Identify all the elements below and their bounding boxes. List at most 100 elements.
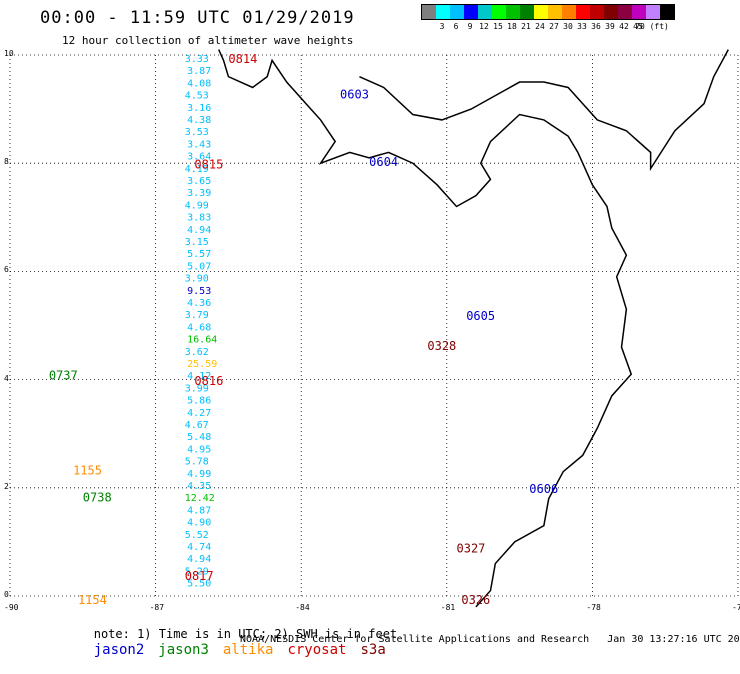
swh-value-label: 4.35 xyxy=(187,481,211,492)
swh-value-label: 12.42 xyxy=(185,493,215,504)
swh-value-label: 4.27 xyxy=(187,408,211,419)
swh-value-label: 9.53 xyxy=(187,286,211,297)
colorbar-swatch xyxy=(576,5,590,19)
track-time-label: 0817 xyxy=(185,569,214,583)
swh-value-label: 25.59 xyxy=(187,359,217,370)
track-time-label: 0327 xyxy=(457,542,486,556)
colorbar-label: 15 xyxy=(493,22,503,31)
legend-note: note: 1) Time is in UTC; 2) SWH is in fe… xyxy=(93,627,398,641)
swh-value-label: 5.57 xyxy=(187,249,211,260)
coastline-segment xyxy=(359,49,729,172)
colorbar-label: 24 xyxy=(535,22,545,31)
coastline-segment xyxy=(218,49,633,608)
swh-value-label: 4.95 xyxy=(187,444,211,455)
swh-value-label: 5.52 xyxy=(185,530,209,541)
swh-value-label: 4.19 xyxy=(185,164,209,175)
track-time-label: 1155 xyxy=(73,463,102,477)
coastline xyxy=(218,49,729,608)
swh-value-label: 4.12 xyxy=(187,371,211,382)
x-tick-label: -87 xyxy=(149,603,165,612)
altimeter-tracks: 0814 3.333.874.08 4.533.164.383.533.43 3.64… xyxy=(49,52,558,607)
swh-value-label: 3.39 xyxy=(187,188,211,199)
swh-value-label: 3.79 xyxy=(185,310,209,321)
colorbar-swatch xyxy=(548,5,562,19)
track-time-label: 0326 xyxy=(461,593,490,607)
track-time-label: 0816 xyxy=(194,374,223,388)
swh-value-label: 4.94 xyxy=(187,554,211,565)
swh-value-label: 3.15 xyxy=(185,237,209,248)
swh-value-label: 5.29 xyxy=(185,566,209,577)
satellite-legend-item: jason2 xyxy=(93,642,145,658)
swh-value-label: 3.64 xyxy=(187,152,211,163)
track-time-label: 0814 xyxy=(228,52,257,66)
swh-value-label: 3.65 xyxy=(187,176,211,187)
swh-value-label: 4.94 xyxy=(187,225,211,236)
colorbar-label: 45 xyxy=(633,22,643,31)
swh-value-label: 3.53 xyxy=(185,127,209,138)
x-tick-label: -84 xyxy=(295,603,310,612)
swh-value-label: 4.53 xyxy=(185,91,209,102)
colorbar-label: 6 xyxy=(453,22,459,31)
track-time-label: 0605 xyxy=(466,309,495,323)
colorbar-swatch xyxy=(436,5,450,19)
colorbar-swatch xyxy=(534,5,548,19)
swh-value-label: 3.99 xyxy=(185,383,209,394)
swh-value-label: 4.99 xyxy=(187,469,211,480)
swh-value-label: 4.38 xyxy=(187,115,211,126)
colorbar-label: 33 xyxy=(577,22,587,31)
swh-value-label: 5.50 xyxy=(187,579,211,590)
colorbar-label: 70 (ft) xyxy=(635,22,669,31)
swh-value-label: 4.74 xyxy=(187,542,211,553)
swh-value-label: 5.48 xyxy=(187,432,211,443)
swh-value-label: 3.87 xyxy=(187,66,211,77)
swh-value-label: 3.62 xyxy=(185,347,209,358)
track-time-label: 0738 xyxy=(83,490,112,504)
swh-value-label: 3.90 xyxy=(185,274,209,285)
swh-value-label: 5.78 xyxy=(185,457,209,468)
colorbar-swatch xyxy=(492,5,506,19)
colorbar-label: 39 xyxy=(605,22,615,31)
track-time-label: 1154 xyxy=(78,593,107,607)
colorbar-swatch xyxy=(660,5,674,19)
track-time-label: 0737 xyxy=(49,369,78,383)
colorbar-swatch xyxy=(464,5,478,19)
altimeter-map-figure: 00:00 - 11:59 UTC 01/29/2019 12 hour col… xyxy=(4,4,740,658)
colorbar-label: 42 xyxy=(619,22,629,31)
swh-value-label: 16.64 xyxy=(187,335,217,346)
page-title: 00:00 - 11:59 UTC 01/29/2019 xyxy=(40,8,355,28)
colorbar-swatch xyxy=(604,5,618,19)
colorbar-swatch xyxy=(590,5,604,19)
x-tick-label: -78 xyxy=(586,603,601,612)
map-canvas: 0814 3.333.874.08 4.533.164.383.533.43 3.64… xyxy=(9,49,739,608)
lat-lon-grid xyxy=(9,54,739,597)
colorbar-swatch xyxy=(520,5,534,19)
colorbar-label: 12 xyxy=(479,22,489,31)
colorbar-swatch xyxy=(422,5,436,19)
page-subtitle: 12 hour collection of altimeter wave hei… xyxy=(62,34,354,47)
track-time-label: 0604 xyxy=(369,155,398,169)
colorbar-label: 27 xyxy=(549,22,559,31)
swh-value-label: 4.36 xyxy=(187,298,211,309)
x-tick-label: -81 xyxy=(440,603,456,612)
colorbar-swatch xyxy=(506,5,520,19)
colorbar-swatch xyxy=(618,5,632,19)
y-tick-label: 6 xyxy=(4,265,9,275)
colorbar-swatch xyxy=(562,5,576,19)
colorbar-label: 3 xyxy=(439,22,445,31)
swh-value-label: 3.16 xyxy=(187,103,211,114)
y-tick-label: 2 xyxy=(4,481,9,491)
colorbar-swatch xyxy=(478,5,492,19)
swh-value-label: 3.83 xyxy=(187,213,211,224)
credit-line: NOAA/NESDIS Center for Satellite Applica… xyxy=(240,634,740,645)
swh-value-label: 3.33 xyxy=(185,54,209,65)
track-time-label: 0815 xyxy=(194,158,223,172)
swh-value-label: 4.90 xyxy=(187,518,211,529)
x-tick-label: -90 xyxy=(4,603,19,612)
track-time-label: 0606 xyxy=(529,482,558,496)
colorbar-swatch xyxy=(450,5,464,19)
swh-value-label: 4.68 xyxy=(187,322,211,333)
swh-value-label: 4.99 xyxy=(185,200,209,211)
colorbar-label: 9 xyxy=(467,22,473,31)
swh-colorbar xyxy=(421,4,675,20)
swh-value-label: 5.07 xyxy=(187,261,211,272)
